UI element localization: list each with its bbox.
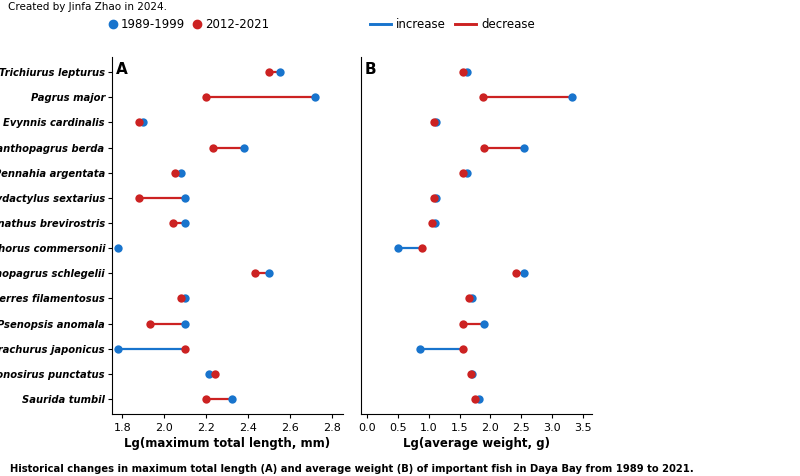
X-axis label: Lg(average weight, g): Lg(average weight, g) bbox=[403, 437, 550, 450]
X-axis label: Lg(maximum total length, mm): Lg(maximum total length, mm) bbox=[124, 437, 330, 450]
Text: B: B bbox=[365, 62, 376, 78]
Legend: 1989-1999, 2012-2021: 1989-1999, 2012-2021 bbox=[110, 18, 269, 31]
Text: A: A bbox=[115, 62, 127, 78]
Legend: increase, decrease: increase, decrease bbox=[370, 18, 535, 31]
Text: Historical changes in maximum total length (A) and average weight (B) of importa: Historical changes in maximum total leng… bbox=[10, 464, 694, 474]
Text: Created by Jinfa Zhao in 2024.: Created by Jinfa Zhao in 2024. bbox=[8, 2, 167, 12]
